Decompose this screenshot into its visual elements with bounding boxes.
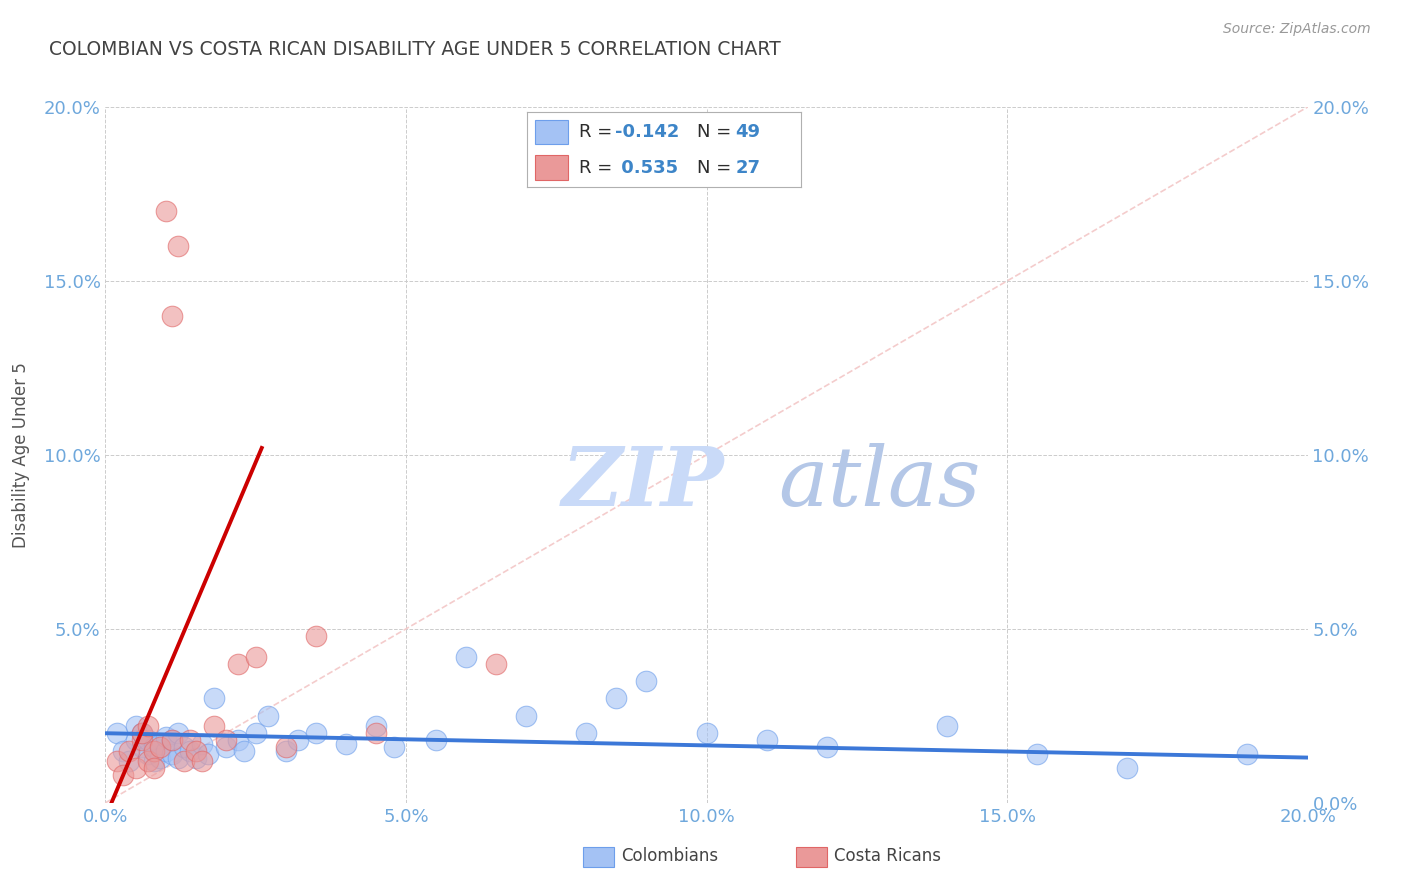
Point: [636, 674, 658, 689]
Point: [1116, 761, 1139, 775]
Point: [1026, 747, 1049, 761]
Point: [755, 733, 778, 747]
Text: COLOMBIAN VS COSTA RICAN DISABILITY AGE UNDER 5 CORRELATION CHART: COLOMBIAN VS COSTA RICAN DISABILITY AGE …: [49, 40, 780, 59]
Text: R =: R =: [579, 159, 613, 177]
Point: [274, 740, 297, 755]
Point: [155, 744, 177, 758]
Text: N =: N =: [697, 159, 731, 177]
Text: 0.535: 0.535: [614, 159, 678, 177]
Point: [148, 750, 170, 764]
Point: [364, 719, 387, 733]
Point: [274, 744, 297, 758]
Point: [107, 754, 129, 768]
Point: [202, 691, 225, 706]
Point: [364, 726, 387, 740]
Point: [305, 726, 328, 740]
Point: [605, 691, 627, 706]
Point: [226, 733, 249, 747]
Point: [425, 733, 447, 747]
Point: [131, 740, 153, 755]
Text: -0.142: -0.142: [614, 123, 679, 141]
Bar: [536, 120, 568, 145]
Point: [112, 744, 135, 758]
Point: [190, 737, 212, 751]
Point: [142, 761, 165, 775]
Point: [287, 733, 309, 747]
Point: [166, 726, 188, 740]
Point: [118, 754, 141, 768]
Point: [232, 744, 254, 758]
Point: [214, 733, 236, 747]
Point: [131, 726, 153, 740]
Point: [142, 740, 165, 755]
Point: [118, 744, 141, 758]
Point: [256, 708, 278, 723]
Point: [136, 733, 159, 747]
Text: ZIP: ZIP: [562, 442, 725, 523]
Point: [160, 733, 183, 747]
Point: [107, 726, 129, 740]
Point: [136, 719, 159, 733]
Point: [160, 309, 183, 323]
Point: [173, 740, 195, 755]
Point: [575, 726, 598, 740]
Point: [335, 737, 357, 751]
Point: [124, 761, 146, 775]
Point: [173, 754, 195, 768]
Point: [197, 747, 219, 761]
Text: R =: R =: [579, 123, 613, 141]
Point: [245, 649, 267, 664]
Point: [160, 733, 183, 747]
Point: [454, 649, 477, 664]
Point: [305, 629, 328, 643]
Point: [226, 657, 249, 671]
Point: [131, 726, 153, 740]
Point: [515, 708, 537, 723]
Text: Costa Ricans: Costa Ricans: [834, 847, 941, 865]
Point: [936, 719, 959, 733]
Point: [148, 737, 170, 751]
Point: [136, 754, 159, 768]
Text: N =: N =: [697, 123, 731, 141]
Point: [202, 719, 225, 733]
Point: [142, 744, 165, 758]
Point: [166, 239, 188, 253]
Text: 49: 49: [735, 123, 761, 141]
Point: [179, 733, 201, 747]
Point: [245, 726, 267, 740]
Text: Colombians: Colombians: [621, 847, 718, 865]
Point: [184, 750, 207, 764]
Point: [142, 754, 165, 768]
Point: [160, 747, 183, 761]
Text: Source: ZipAtlas.com: Source: ZipAtlas.com: [1223, 22, 1371, 37]
Text: atlas: atlas: [779, 442, 981, 523]
Point: [136, 747, 159, 761]
Bar: [536, 155, 568, 179]
Point: [1236, 747, 1258, 761]
Y-axis label: Disability Age Under 5: Disability Age Under 5: [11, 362, 30, 548]
Point: [696, 726, 718, 740]
Point: [124, 733, 146, 747]
Point: [184, 744, 207, 758]
Point: [190, 754, 212, 768]
Point: [815, 740, 838, 755]
Point: [382, 740, 405, 755]
Point: [166, 750, 188, 764]
Point: [485, 657, 508, 671]
Point: [124, 719, 146, 733]
Point: [155, 730, 177, 744]
Point: [112, 768, 135, 782]
Text: 27: 27: [735, 159, 761, 177]
Point: [148, 740, 170, 755]
Point: [131, 733, 153, 747]
Point: [155, 204, 177, 219]
Point: [214, 740, 236, 755]
Point: [179, 744, 201, 758]
